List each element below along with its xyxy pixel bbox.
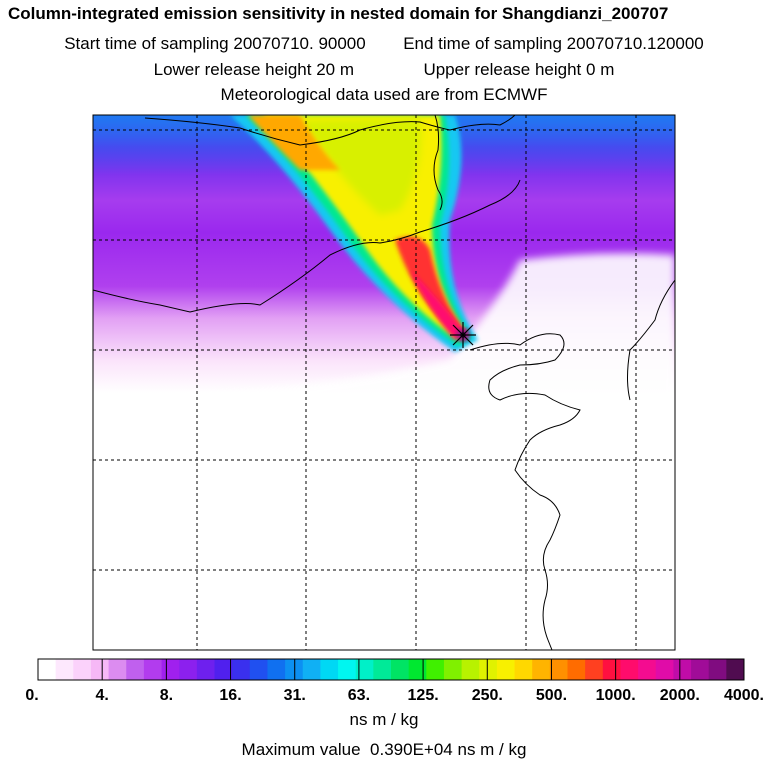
legend-color-cell [655,659,674,680]
upper-value: 0 m [586,60,615,79]
legend-color-cell [355,659,374,680]
legend-color-cell [673,659,692,680]
color-legend-ticks: 0. 4. 8. 16. 31. 63. 125. 250. 500. 1000. 2000. 400… [25,659,764,704]
coastline-borders [93,115,675,650]
upper-label: Upper release height [423,60,582,79]
end-value: 20070710.120000 [566,34,704,53]
met-data-line: Meteorological data used are from ECMWF [220,85,548,104]
legend-tick-label: 4. [96,687,109,704]
legend-color-cell [320,659,339,680]
legend-tick-label: 8. [160,687,173,704]
sampling-times: Start time of sampling 20070710. 90000 E… [0,34,768,54]
legend-color-cell [126,659,145,680]
legend-color-cell [443,659,462,680]
legend-color-cell [249,659,268,680]
legend-color-cell [143,659,162,680]
legend-color-cell [585,659,604,680]
legend-color-cell [426,659,445,680]
start-label: Start time of sampling [64,34,229,53]
legend-tick-label: 16. [219,687,241,704]
legend-color-cell [461,659,480,680]
legend-tick-label: 500. [536,687,567,704]
end-label: End time of sampling [403,34,562,53]
legend-color-cell [691,659,710,680]
max-units: ns m / kg [457,740,527,759]
legend-color-cell [602,659,621,680]
legend-color-cell [567,659,586,680]
legend-color-cell [302,659,321,680]
legend-color-cell [532,659,551,680]
legend-color-cell [726,659,745,680]
legend-color-cell [391,659,410,680]
legend-color-cell [549,659,568,680]
legend-color-cell [708,659,727,680]
legend-color-cell [73,659,92,680]
lat-lon-grid [93,115,675,650]
legend-tick-label: 2000. [660,687,700,704]
legend-tick-label: 125. [408,687,439,704]
legend-color-cell [479,659,498,680]
legend-tick-label: 63. [348,687,370,704]
color-legend-cells [38,659,745,680]
legend-color-cell [196,659,215,680]
sensitivity-field [93,115,675,650]
max-value: 0.390E+04 [370,740,453,759]
legend-color-cell [638,659,657,680]
legend-color-cell [90,659,109,680]
release-heights: Lower release height 20 m Upper release … [0,60,768,80]
legend-color-cell [338,659,357,680]
legend-color-cell [179,659,198,680]
legend-color-cell [232,659,251,680]
lower-value: 20 m [316,60,354,79]
legend-color-cell [161,659,180,680]
map-title: Column-integrated emission sensitivity i… [8,4,669,23]
legend-tick-label: 0. [25,687,38,704]
start-value: 20070710. 90000 [233,34,366,53]
star-marker-icon [450,322,476,348]
max-label: Maximum value [241,740,361,759]
legend-color-cell [496,659,515,680]
legend-color-cell [285,659,304,680]
legend-color-cell [373,659,392,680]
legend-color-cell [620,659,639,680]
maximum-value-line: Maximum value 0.390E+04 ns m / kg [0,740,768,760]
legend-tick-label: 4000. [724,687,764,704]
legend-tick-label: 250. [472,687,503,704]
legend-color-cell [214,659,233,680]
lower-label: Lower release height [153,60,312,79]
legend-color-cell [514,659,533,680]
map-frame [92,114,676,651]
legend-tick-label: 1000. [596,687,636,704]
legend-color-cell [38,659,57,680]
legend-color-cell [108,659,127,680]
legend-color-cell [267,659,286,680]
legend-color-cell [408,659,427,680]
legend-color-cell [55,659,74,680]
colorbar-units: ns m / kg [349,710,419,729]
legend-tick-label: 31. [284,687,306,704]
